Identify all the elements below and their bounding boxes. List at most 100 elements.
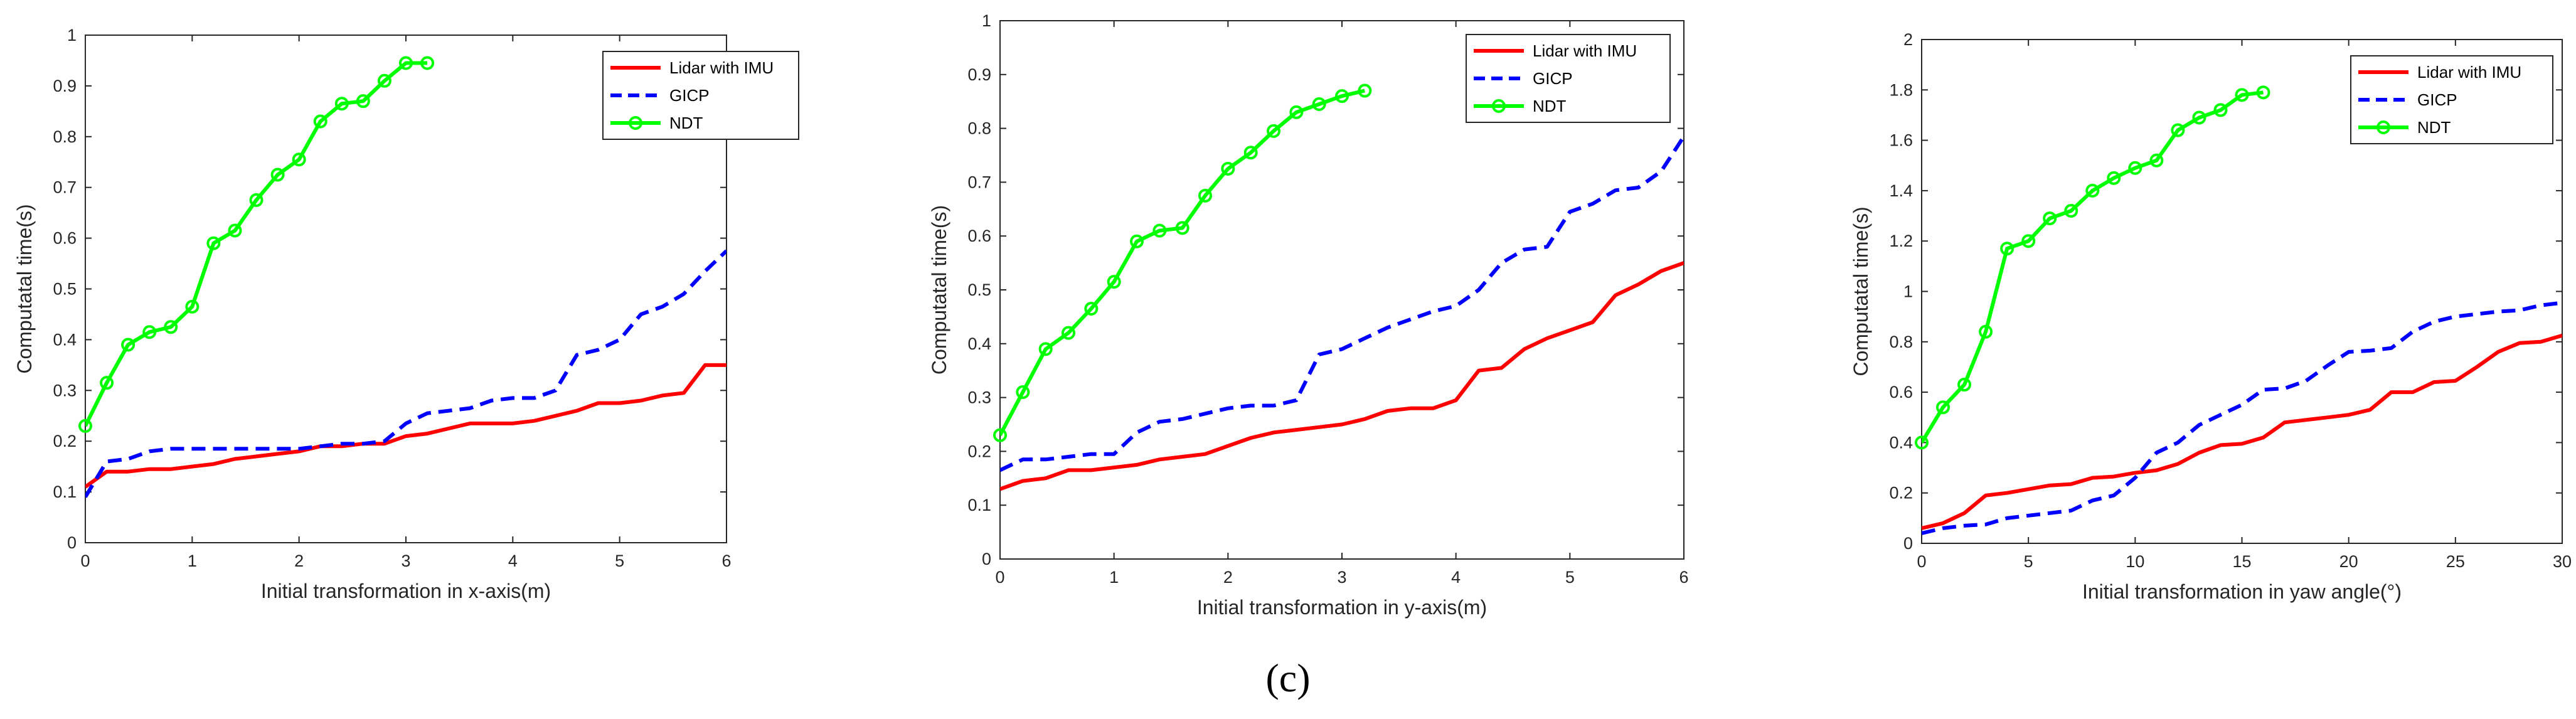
data-point-ndt bbox=[249, 193, 263, 207]
legend-label-lidar-with-imu: Lidar with IMU bbox=[669, 58, 774, 77]
x-tick-label: 4 bbox=[1451, 568, 1461, 587]
y-tick-label: 0.8 bbox=[1889, 333, 1913, 351]
legend: Lidar with IMU GICP NDT bbox=[2350, 55, 2553, 144]
y-tick-label: 0.3 bbox=[967, 388, 991, 407]
y-tick-label: 0 bbox=[982, 550, 991, 568]
data-point-ndt bbox=[2000, 242, 2014, 256]
data-point-ndt bbox=[313, 114, 327, 129]
y-tick-label: 0.6 bbox=[53, 229, 77, 248]
data-point-ndt bbox=[270, 168, 285, 182]
data-point-ndt bbox=[2064, 204, 2078, 218]
data-point-ndt bbox=[1038, 342, 1053, 356]
data-point-ndt bbox=[164, 320, 178, 334]
y-tick-label: 1.6 bbox=[1889, 131, 1913, 150]
legend-label-gicp: GICP bbox=[1533, 69, 1573, 88]
data-point-ndt bbox=[1358, 83, 1372, 98]
y-tick-label: 0.6 bbox=[1889, 383, 1913, 402]
legend-label-lidar-with-imu: Lidar with IMU bbox=[1533, 41, 1637, 60]
data-point-ndt bbox=[1175, 221, 1190, 235]
data-point-ndt bbox=[2085, 183, 2100, 198]
x-axis-label: Initial transformation in y-axis(m) bbox=[1197, 596, 1487, 619]
data-point-ndt bbox=[1915, 435, 1929, 450]
data-point-ndt bbox=[2021, 234, 2036, 248]
data-point-ndt bbox=[334, 97, 349, 111]
legend-marker bbox=[629, 116, 642, 130]
data-point-ndt bbox=[292, 152, 306, 167]
x-tick-label: 5 bbox=[1565, 568, 1575, 587]
y-tick-label: 0.7 bbox=[53, 178, 77, 197]
y-tick-label: 0.9 bbox=[967, 65, 991, 84]
y-tick-label: 1.2 bbox=[1889, 232, 1913, 250]
y-tick-label: 0.6 bbox=[967, 226, 991, 245]
data-point-ndt bbox=[100, 376, 114, 390]
data-point-ndt bbox=[1221, 161, 1235, 176]
data-point-ndt bbox=[399, 56, 413, 70]
x-tick-label: 30 bbox=[2553, 552, 2572, 571]
y-tick-label: 1.8 bbox=[1889, 80, 1913, 99]
y-tick-label: 0.4 bbox=[1889, 433, 1913, 452]
y-tick-label: 1 bbox=[67, 26, 77, 45]
data-point-ndt bbox=[1267, 124, 1280, 138]
x-tick-label: 2 bbox=[294, 551, 304, 570]
legend: Lidar with IMU GICP NDT bbox=[1466, 34, 1671, 123]
legend: Lidar with IMU GICP NDT bbox=[602, 51, 799, 140]
data-point-ndt bbox=[1062, 326, 1075, 340]
legend-marker bbox=[1492, 99, 1506, 113]
legend-marker bbox=[2376, 120, 2390, 134]
data-point-ndt bbox=[78, 418, 92, 433]
data-point-ndt bbox=[142, 325, 157, 339]
data-point-ndt bbox=[185, 299, 200, 314]
data-point-ndt bbox=[1957, 378, 1972, 392]
y-axis-label: Computatal time(s) bbox=[1850, 206, 1872, 376]
data-point-ndt bbox=[1198, 188, 1212, 203]
y-tick-label: 0.4 bbox=[53, 330, 77, 349]
x-tick-label: 0 bbox=[80, 551, 90, 570]
data-point-ndt bbox=[1152, 223, 1167, 238]
data-point-ndt bbox=[356, 94, 370, 109]
y-tick-label: 0 bbox=[67, 533, 77, 552]
data-point-ndt bbox=[228, 223, 242, 238]
y-tick-label: 0.8 bbox=[967, 119, 991, 138]
data-point-ndt bbox=[2171, 123, 2185, 137]
x-tick-label: 4 bbox=[508, 551, 518, 570]
y-tick-label: 0.7 bbox=[967, 173, 991, 191]
series-line-lidar-with-imu bbox=[85, 363, 726, 489]
y-axis-label: Computatal time(s) bbox=[13, 204, 36, 373]
figure-caption: (c) bbox=[1265, 656, 1310, 700]
data-point-ndt bbox=[2128, 161, 2142, 175]
x-tick-label: 0 bbox=[995, 568, 1004, 587]
data-point-ndt bbox=[1016, 385, 1030, 400]
data-point-ndt bbox=[2256, 85, 2270, 100]
series-line-ndt bbox=[1922, 90, 2264, 444]
y-tick-label: 0.9 bbox=[53, 77, 77, 95]
data-point-ndt bbox=[1936, 400, 1951, 415]
x-tick-label: 3 bbox=[1337, 568, 1346, 587]
x-tick-label: 6 bbox=[721, 551, 731, 570]
x-tick-label: 15 bbox=[2232, 552, 2251, 571]
data-point-ndt bbox=[2043, 211, 2057, 226]
series-line-ndt bbox=[85, 61, 428, 427]
data-point-ndt bbox=[1335, 89, 1349, 104]
y-tick-label: 0.4 bbox=[967, 334, 991, 353]
data-point-ndt bbox=[1243, 146, 1258, 160]
x-axis-label: Initial transformation in x-axis(m) bbox=[261, 580, 551, 602]
y-tick-label: 1.4 bbox=[1889, 181, 1913, 200]
data-point-ndt bbox=[2235, 88, 2249, 102]
data-point-ndt bbox=[2107, 171, 2121, 185]
data-point-ndt bbox=[206, 236, 221, 250]
y-tick-label: 0.1 bbox=[53, 482, 77, 501]
series-line-ndt bbox=[1000, 88, 1365, 437]
data-point-ndt bbox=[2213, 103, 2228, 117]
y-tick-label: 1 bbox=[982, 11, 991, 30]
data-point-ndt bbox=[1130, 234, 1144, 248]
y-axis-label: Computatal time(s) bbox=[928, 205, 950, 375]
series-line-gicp bbox=[85, 249, 726, 498]
data-point-ndt bbox=[2149, 153, 2164, 168]
x-tick-label: 25 bbox=[2446, 552, 2465, 571]
series-line-lidar-with-imu bbox=[1922, 333, 2562, 530]
legend-label-ndt: NDT bbox=[1533, 97, 1567, 115]
chart-y-axis-translation: 0 1 2 3 4 5 6 0 0.1 0.2 0.3 0.4 0.5 0.6 0.7 0.8 0.9 1 Init… bbox=[928, 11, 1689, 619]
y-tick-label: 2 bbox=[1903, 30, 1913, 49]
data-point-ndt bbox=[121, 338, 136, 352]
